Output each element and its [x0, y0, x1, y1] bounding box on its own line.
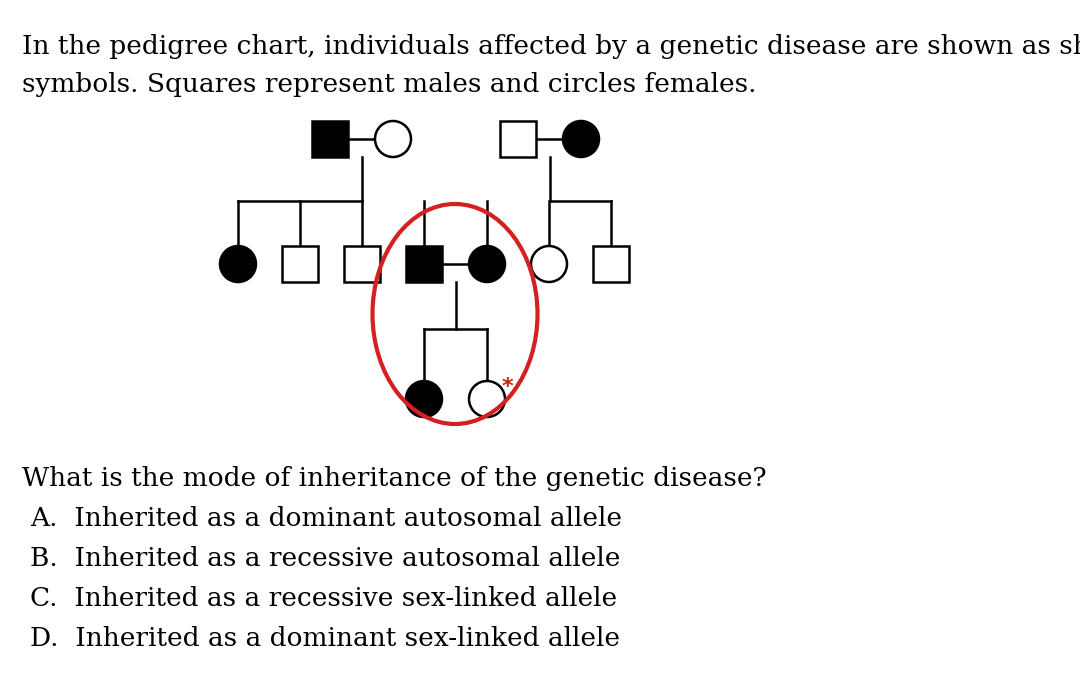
Text: C.  Inherited as a recessive sex-linked allele: C. Inherited as a recessive sex-linked a… [30, 586, 617, 611]
Circle shape [220, 246, 256, 282]
Text: D.  Inherited as a dominant sex-linked allele: D. Inherited as a dominant sex-linked al… [30, 626, 620, 651]
Bar [406, 246, 442, 282]
Bar [312, 121, 348, 157]
Text: What is the mode of inheritance of the genetic disease?: What is the mode of inheritance of the g… [22, 466, 767, 491]
Text: symbols. Squares represent males and circles females.: symbols. Squares represent males and cir… [22, 72, 756, 97]
Bar [500, 121, 536, 157]
Bar [593, 246, 629, 282]
Text: *: * [501, 377, 513, 397]
Text: B.  Inherited as a recessive autosomal allele: B. Inherited as a recessive autosomal al… [30, 546, 620, 571]
Circle shape [406, 381, 442, 417]
Circle shape [531, 246, 567, 282]
Bar [345, 246, 380, 282]
Circle shape [375, 121, 411, 157]
Circle shape [469, 246, 505, 282]
Circle shape [563, 121, 599, 157]
Text: A.  Inherited as a dominant autosomal allele: A. Inherited as a dominant autosomal all… [30, 506, 622, 531]
Circle shape [469, 381, 505, 417]
Bar [282, 246, 318, 282]
Text: In the pedigree chart, individuals affected by a genetic disease are shown as sh: In the pedigree chart, individuals affec… [22, 34, 1080, 59]
